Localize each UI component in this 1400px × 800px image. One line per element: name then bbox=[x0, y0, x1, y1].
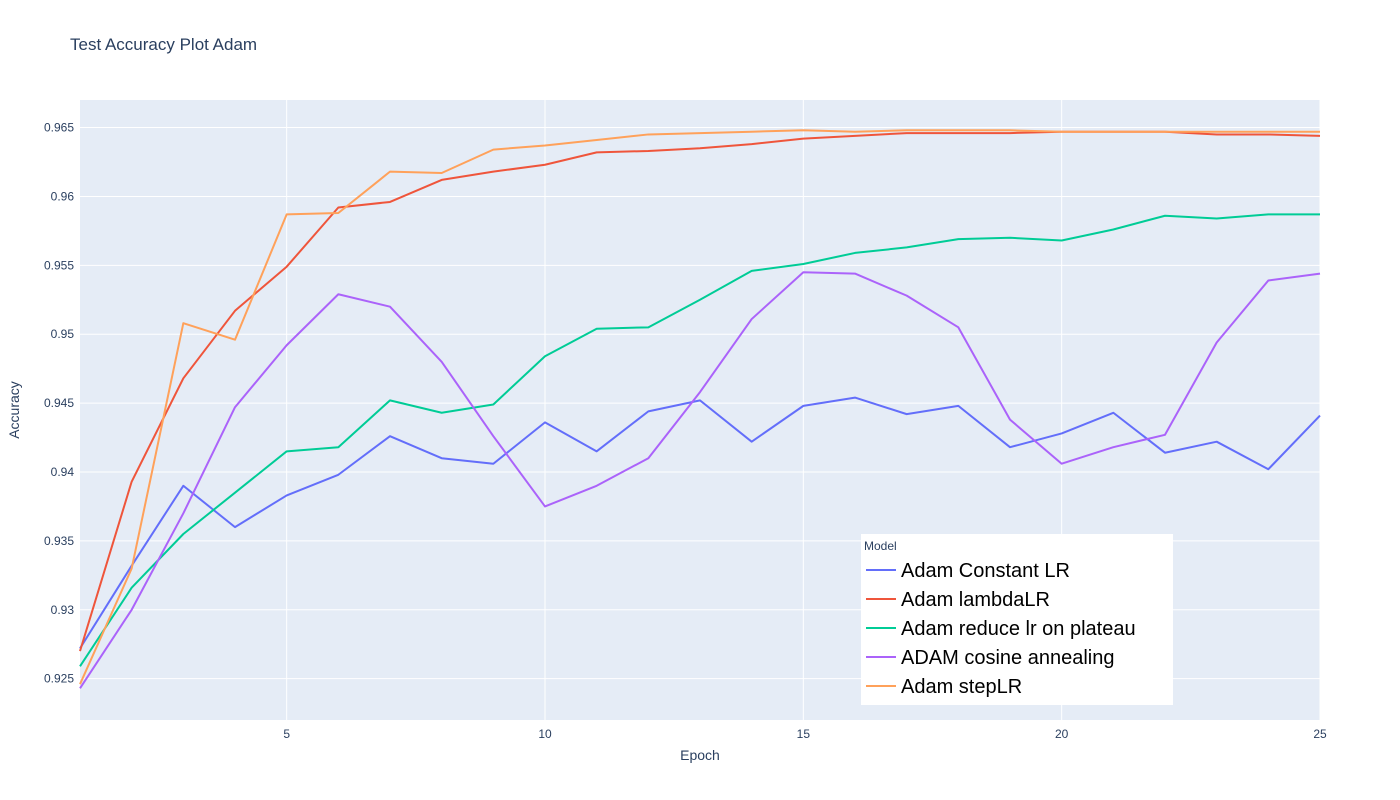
y-tick-label: 0.955 bbox=[44, 258, 74, 272]
legend-label: Adam Constant LR bbox=[901, 560, 1070, 582]
y-tick-label: 0.935 bbox=[44, 534, 74, 548]
series-lines bbox=[79, 129, 1321, 689]
legend-item[interactable]: Adam reduce lr on plateau bbox=[866, 618, 1136, 640]
x-tick-labels: 5 10 15 20 25 bbox=[283, 727, 1327, 741]
y-axis-title: Accuracy bbox=[6, 381, 22, 439]
x-gridlines bbox=[286, 100, 1321, 720]
y-tick-labels: 0.925 0.93 0.935 0.94 0.945 0.95 0.955 0.96 0.96… bbox=[44, 121, 74, 686]
x-tick-label: 10 bbox=[538, 727, 552, 741]
y-tick-label: 0.965 bbox=[44, 121, 74, 135]
x-tick-label: 5 bbox=[283, 727, 290, 741]
legend-title: Model bbox=[864, 539, 897, 553]
series-line-adam-constant-lr bbox=[79, 396, 1321, 649]
series-line-adam-cosine-annealing bbox=[79, 271, 1321, 689]
chart-title: Test Accuracy Plot Adam bbox=[70, 35, 257, 54]
legend-item[interactable]: Adam lambdaLR bbox=[866, 589, 1050, 611]
legend-item[interactable]: ADAM cosine annealing bbox=[866, 647, 1114, 669]
legend-label: Adam stepLR bbox=[901, 676, 1022, 698]
legend-box bbox=[861, 534, 1173, 705]
x-tick-label: 15 bbox=[797, 727, 811, 741]
y-tick-label: 0.93 bbox=[51, 603, 75, 617]
y-tick-label: 0.95 bbox=[51, 327, 75, 341]
y-tick-label: 0.945 bbox=[44, 396, 74, 410]
x-tick-label: 25 bbox=[1313, 727, 1327, 741]
y-tick-label: 0.925 bbox=[44, 672, 74, 686]
x-axis-title: Epoch bbox=[680, 747, 720, 763]
legend-item[interactable]: Adam stepLR bbox=[866, 676, 1022, 698]
series-line-adam-reduce-lr-on-plateau bbox=[79, 213, 1320, 667]
y-tick-label: 0.94 bbox=[51, 465, 75, 479]
y-tick-label: 0.96 bbox=[51, 189, 75, 203]
legend-item[interactable]: Adam Constant LR bbox=[866, 560, 1070, 582]
x-tick-label: 20 bbox=[1055, 727, 1069, 741]
legend-label: ADAM cosine annealing bbox=[901, 647, 1114, 669]
series-line-adam-steplr bbox=[79, 129, 1320, 685]
legend-items: Adam Constant LR Adam lambdaLR Adam reduce… bbox=[866, 560, 1136, 698]
legend-label: Adam lambdaLR bbox=[901, 589, 1050, 611]
legend-label: Adam reduce lr on plateau bbox=[901, 618, 1136, 640]
